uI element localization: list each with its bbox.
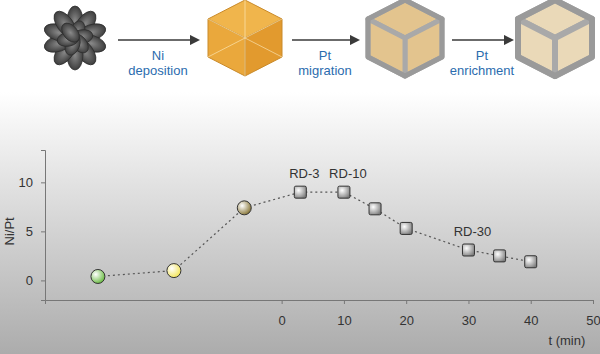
data-point	[400, 222, 412, 234]
y-axis: 0 5 10	[19, 151, 46, 301]
arrow	[118, 39, 198, 41]
step-label: Ptenrichment	[450, 48, 515, 78]
connector-line	[244, 192, 300, 208]
data-point	[525, 256, 537, 268]
x-tick: 10	[337, 300, 351, 328]
y-tick-mark	[41, 280, 45, 281]
x-axis-line	[46, 301, 594, 305]
y-tick-mark	[41, 231, 45, 232]
step-label-line: Pt	[476, 48, 489, 63]
edge	[245, 0, 246, 38]
x-tick: 0	[279, 300, 286, 328]
step-label-line: deposition	[128, 63, 187, 78]
data-point	[294, 186, 306, 198]
step-label-line: Pt	[319, 48, 332, 63]
y-tick-label: 0	[26, 273, 33, 288]
petal	[58, 20, 83, 46]
x-tick-label: 30	[462, 313, 476, 328]
edge	[245, 19, 282, 38]
data-point	[494, 250, 506, 262]
x-tick-label: 10	[337, 313, 351, 328]
series-line	[300, 192, 530, 262]
dendritic-particle	[42, 6, 108, 70]
x-axis: 0 10 20 30 40 50	[46, 300, 600, 328]
step-label-line: migration	[298, 63, 351, 78]
x-tick-mark	[593, 300, 594, 304]
x-tick-mark	[531, 300, 532, 304]
face	[245, 19, 282, 76]
arrow	[292, 39, 358, 41]
edge	[208, 19, 245, 38]
x-axis-title: t (min)	[548, 333, 585, 348]
x-tick: 30	[462, 300, 476, 328]
x-tick-mark	[468, 300, 469, 304]
y-tick: 0	[26, 273, 45, 288]
annotation: RD-30	[454, 224, 492, 239]
data-point	[167, 264, 181, 278]
frame-edge	[518, 0, 592, 76]
arrow	[452, 39, 512, 41]
x-tick-label: 40	[524, 313, 538, 328]
x-tick-label: 0	[279, 313, 286, 328]
edge	[245, 38, 246, 76]
y-tick-label: 10	[19, 175, 33, 190]
step-label: Nideposition	[128, 48, 187, 78]
frame-edge	[368, 0, 442, 76]
x-tick-mark	[344, 300, 345, 304]
data-point	[462, 244, 474, 256]
x-tick: 40	[524, 300, 538, 328]
x-tick-label: 20	[399, 313, 413, 328]
x-tick: 50	[586, 300, 600, 328]
x-tick-mark	[406, 300, 407, 304]
y-tick-mark	[41, 182, 45, 183]
data-point	[237, 201, 251, 215]
frame-back	[518, 0, 592, 76]
x-tick: 20	[399, 300, 413, 328]
data-point	[91, 269, 105, 283]
step-label-line: enrichment	[450, 63, 515, 78]
y-axis-title: Ni/Pt	[2, 217, 17, 246]
chart: NidepositionPtmigrationPtenrichment01020…	[0, 0, 600, 354]
y-tick-label: 5	[26, 224, 33, 239]
data-point	[338, 186, 350, 198]
edge	[245, 38, 282, 57]
data-point	[369, 203, 381, 215]
y-axis-line	[41, 151, 46, 301]
edge	[208, 38, 245, 57]
solid-dodecahedron	[208, 0, 282, 76]
step-label: Ptmigration	[298, 48, 351, 78]
schematic: NidepositionPtmigrationPtenrichment	[42, 0, 592, 78]
annotation: RD-10	[329, 166, 367, 181]
step-label-line: Ni	[152, 48, 164, 63]
frame-back	[368, 0, 442, 76]
y-tick: 10	[19, 175, 45, 190]
background	[0, 92, 600, 354]
x-tick-mark	[282, 300, 283, 304]
nanoframe	[368, 0, 442, 76]
y-tick: 5	[26, 224, 45, 239]
annotation: RD-3	[289, 166, 319, 181]
plot-area	[91, 186, 537, 283]
nanoframe	[518, 0, 592, 76]
face	[208, 19, 245, 76]
x-tick-label: 50	[586, 313, 600, 328]
